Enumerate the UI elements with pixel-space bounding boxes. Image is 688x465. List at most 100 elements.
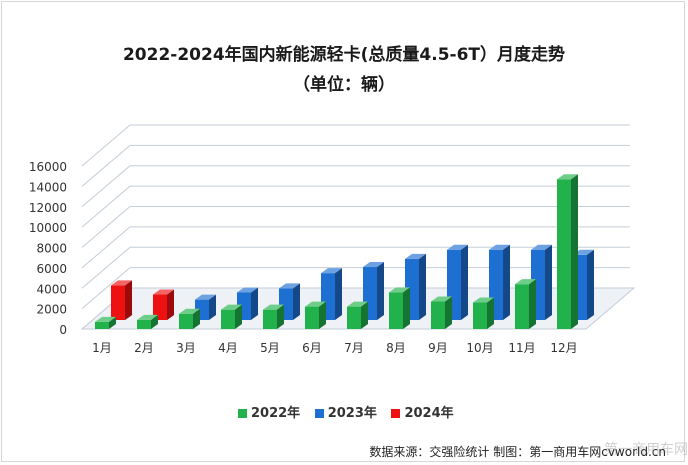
bar-2022-9月-front xyxy=(431,301,445,329)
bar-2023-7月 xyxy=(363,262,384,320)
bar-2022-12月 xyxy=(557,174,578,329)
bar-2022-6月 xyxy=(305,301,326,329)
x-tick-label: 7月 xyxy=(344,341,364,355)
bar-2022-7月-side xyxy=(361,301,368,329)
bar-2022-2月-side xyxy=(151,314,158,329)
bar-2023-9月-side xyxy=(461,244,468,320)
bar-2024-1月-top xyxy=(111,280,132,286)
bar-2022-6月-side xyxy=(319,301,326,329)
gridline-diag-7 xyxy=(81,144,131,187)
gridline-diag-4 xyxy=(81,206,131,248)
bar-2022-4月 xyxy=(221,304,242,329)
y-tick-label: 14000 xyxy=(29,180,67,194)
bar-2022-3月-front xyxy=(179,313,193,329)
chart-title: 2022-2024年国内新能源轻卡(总质量4.5-6T）月度走势 xyxy=(122,45,566,65)
bar-2022-10月-top xyxy=(473,297,494,303)
bar-2023-10月-top xyxy=(489,244,510,250)
gridline-diag-1 xyxy=(81,267,131,310)
legend-item-2023: 2023年 xyxy=(314,402,377,421)
x-tick-label: 6月 xyxy=(302,341,322,355)
chart-legend: 2022年 2023年 2024年 xyxy=(238,402,464,421)
bar-2022-8月-side xyxy=(403,287,410,329)
y-tick-label: 10000 xyxy=(29,221,67,235)
bar-2022-5月-top xyxy=(263,304,284,310)
bar-2022-1月 xyxy=(95,316,116,329)
bar-2024-1月 xyxy=(111,280,132,320)
y-tick-label: 8000 xyxy=(36,242,67,256)
bar-2022-1月-side xyxy=(109,316,116,329)
bar-2022-7月-front xyxy=(347,306,361,329)
bar-2023-5月-top xyxy=(279,283,300,289)
data-source-note: 数据来源：交强险统计 制图：第一商用车网cvworld.cn xyxy=(369,445,666,459)
bar-2022-11月-front xyxy=(515,284,529,329)
x-tick-label: 5月 xyxy=(260,341,280,355)
legend-swatch-2024 xyxy=(391,409,401,418)
bar-2023-11月-side xyxy=(545,244,552,320)
bar-2023-12月-top xyxy=(573,249,594,255)
bar-2022-5月 xyxy=(263,304,284,329)
bar-2024-1月-side xyxy=(125,280,132,320)
bar-2023-3月-top xyxy=(195,294,216,300)
bar-2023-10月-side xyxy=(503,244,510,320)
bar-2022-1月-top xyxy=(95,316,116,322)
x-tick-label: 4月 xyxy=(218,341,238,355)
bar-2022-2月 xyxy=(137,314,158,329)
legend-swatch-2023 xyxy=(314,409,324,418)
x-tick-label: 10月 xyxy=(466,341,493,355)
bar-2022-11月 xyxy=(515,279,536,329)
bar-2023-7月-side xyxy=(377,262,384,320)
bar-2022-10月-front xyxy=(473,302,487,329)
bar-2022-6月-front xyxy=(305,306,319,329)
bar-2023-7月-top xyxy=(363,262,384,268)
bar-2023-6月-top xyxy=(321,268,342,274)
x-tick-label: 8月 xyxy=(386,341,406,355)
gridline-diag-6 xyxy=(81,165,131,208)
bar-2022-12月-front xyxy=(557,179,571,329)
gridline-diag-3 xyxy=(81,226,131,269)
bar-2022-9月-top xyxy=(431,296,452,302)
bar-2024-1月-front xyxy=(111,285,125,320)
bar-2022-5月-side xyxy=(277,304,284,329)
bar-2023-5月-side xyxy=(293,283,300,320)
gridline-diag-5 xyxy=(81,185,131,228)
x-tick-label: 3月 xyxy=(176,341,196,355)
bar-2022-12月-top xyxy=(557,174,578,180)
watermark: 第一商用车网 xyxy=(604,442,688,458)
legend-label-2023: 2023年 xyxy=(327,406,377,421)
y-tick-label: 6000 xyxy=(36,262,67,276)
y-tick-label: 4000 xyxy=(36,282,67,296)
gridline-diag-8 xyxy=(81,124,131,167)
bar-2022-8月-front xyxy=(389,292,403,329)
bar-2022-4月-front xyxy=(221,309,235,329)
bar-2024-2月-side xyxy=(167,289,174,320)
bar-2024-2月-front xyxy=(153,294,167,320)
y-tick-label: 2000 xyxy=(36,303,67,317)
legend-item-2024: 2024年 xyxy=(391,402,454,421)
x-tick-label: 12月 xyxy=(550,341,577,355)
bar-2024-2月-top xyxy=(153,289,174,295)
y-tick-label: 12000 xyxy=(29,201,67,215)
legend-item-2022: 2022年 xyxy=(238,402,300,421)
bar-2023-6月-side xyxy=(335,268,342,320)
bar-2022-3月-side xyxy=(193,308,200,329)
bar-2023-8月-side xyxy=(419,253,426,320)
legend-label-2024: 2024年 xyxy=(404,406,454,421)
bar-2022-4月-top xyxy=(221,304,242,310)
legend-label-2022: 2022年 xyxy=(251,406,301,421)
bar-2022-11月-side xyxy=(529,279,536,329)
bar-2022-1月-front xyxy=(95,321,109,329)
bar-2023-4月-side xyxy=(251,287,258,320)
bar-2022-3月-top xyxy=(179,308,200,314)
bar-2022-6月-top xyxy=(305,301,326,307)
bar-2022-12月-side xyxy=(571,174,578,329)
bar-2022-5月-front xyxy=(263,309,277,329)
x-tick-label: 9月 xyxy=(428,341,448,355)
bar-2022-2月-front xyxy=(137,319,151,329)
bar-2022-9月-side xyxy=(445,296,452,329)
bar-2022-8月-top xyxy=(389,287,410,293)
bar-2022-3月 xyxy=(179,308,200,329)
bar-2022-2月-top xyxy=(137,314,158,320)
bar-2022-10月-side xyxy=(487,297,494,329)
